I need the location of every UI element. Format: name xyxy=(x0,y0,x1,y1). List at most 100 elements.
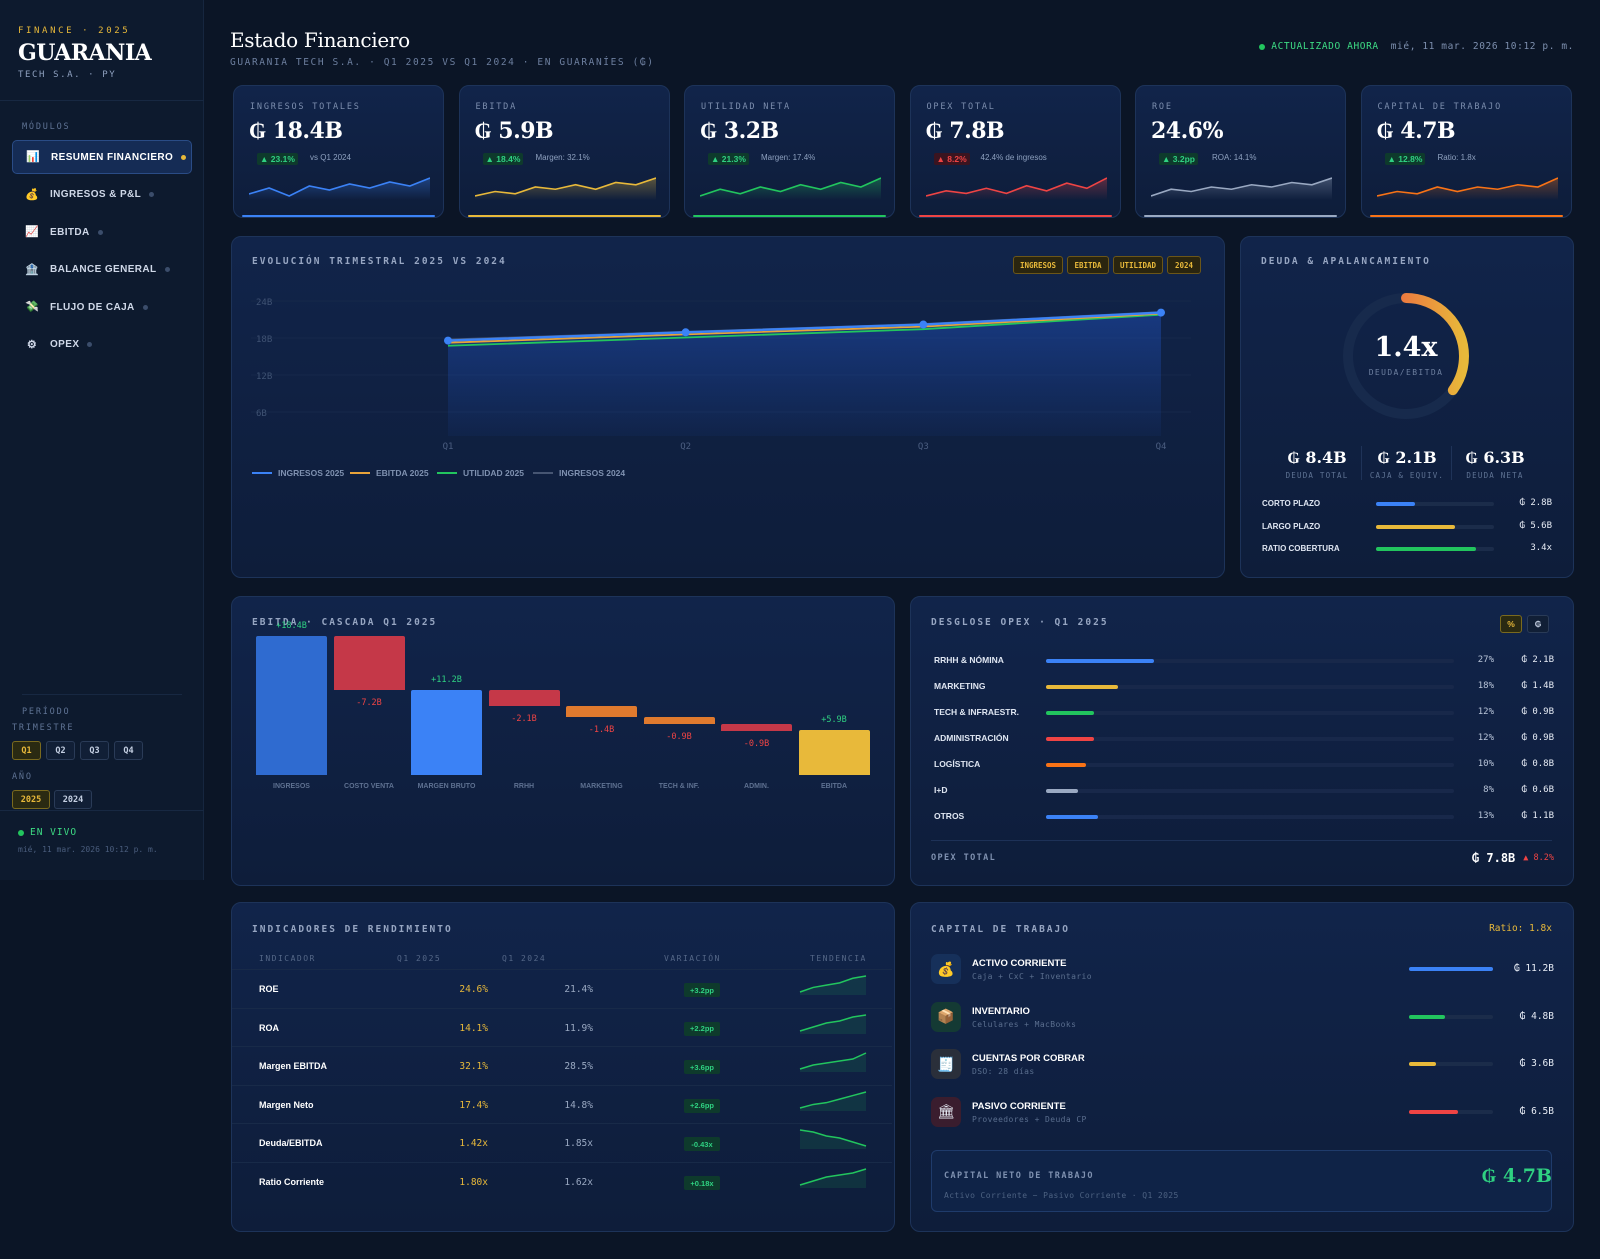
trend-area xyxy=(800,1014,866,1034)
quarter-pill-q4[interactable]: Q4 xyxy=(114,741,143,760)
stat-divider xyxy=(1361,446,1362,480)
x-tick-label: Q3 xyxy=(918,442,929,452)
kpi-note: ROA: 14.1% xyxy=(1212,153,1257,162)
brand-name: GUARANIA xyxy=(18,40,152,66)
waterfall-bar-tech-inf[interactable] xyxy=(643,716,715,724)
legend-label: UTILIDAD 2025 xyxy=(463,468,524,478)
y-tick-label: 24B xyxy=(256,298,272,308)
toggle-percent[interactable]: % xyxy=(1500,615,1522,633)
data-point[interactable] xyxy=(1157,308,1165,317)
wc-row-amount: ₲ 4.8B xyxy=(1519,1010,1554,1022)
chart-tag-ebitda[interactable]: EBITDA xyxy=(1067,256,1109,274)
quarter-pill-q2[interactable]: Q2 xyxy=(46,741,75,760)
kpi-card-roe[interactable]: ROE 24.6% ▲ 3.2pp ROA: 14.1% xyxy=(1135,85,1346,218)
waterfall-bar-costo-venta[interactable] xyxy=(333,636,405,691)
kpi-change-badge: ▲ 8.2% xyxy=(933,153,970,165)
sidebar-item-resumen-financiero[interactable]: 📊 RESUMEN FINANCIERO xyxy=(12,140,192,174)
waterfall-bar-ebitda[interactable] xyxy=(798,730,870,775)
kpi-accent-bar xyxy=(693,215,886,217)
opex-row-amount: ₲ 1.4B xyxy=(1521,681,1554,691)
waterfall-label: RRHH xyxy=(513,783,535,790)
chart-tag-utilidad[interactable]: UTILIDAD xyxy=(1113,256,1163,274)
nav-dot xyxy=(97,229,103,235)
debt-row-label: CORTO PLAZO xyxy=(1262,499,1321,508)
debt-row-fill xyxy=(1376,547,1477,551)
waterfall-value: +5.9B xyxy=(821,715,847,726)
kpi-card-capital-de-trabajo[interactable]: CAPITAL DE TRABAJO ₲ 4.7B ▲ 12.8% Ratio: 1.… xyxy=(1360,85,1572,218)
kpi-sparkline xyxy=(249,177,430,200)
kpi-label: EBITDA xyxy=(475,102,518,112)
opex-row-track xyxy=(1046,659,1454,663)
kpi-change-badge: ▲ 18.4% xyxy=(482,153,524,165)
kpi-card-ebitda[interactable]: EBITDA ₲ 5.9B ▲ 18.4% Margen: 32.1% xyxy=(458,85,670,218)
wc-row-track xyxy=(1409,1062,1493,1066)
working-capital-ratio: Ratio: 1.8x xyxy=(1489,923,1552,934)
data-point[interactable] xyxy=(444,336,452,345)
kpi-value: 24.6% xyxy=(1151,118,1224,144)
x-tick-label: Q4 xyxy=(1156,442,1167,452)
sidebar-item-ebitda[interactable]: 📈 EBITDA xyxy=(12,215,192,249)
sparkline-line xyxy=(700,177,881,197)
wc-row-sub: Proveedores + Deuda CP xyxy=(972,1114,1087,1124)
indicator-q1-2025: 1.80x xyxy=(459,1177,488,1188)
wc-row-name: PASIVO CORRIENTE xyxy=(972,1100,1066,1112)
indicator-trend-sparkline xyxy=(799,1091,867,1111)
chart-tag-ingresos[interactable]: INGRESOS xyxy=(1013,256,1063,274)
quarter-pill-q1[interactable]: Q1 xyxy=(12,741,41,760)
year-pill-2025[interactable]: 2025 xyxy=(12,790,50,809)
kpi-note: vs Q1 2024 xyxy=(310,153,351,162)
sparkline-area xyxy=(1376,178,1558,200)
live-dot xyxy=(18,829,24,836)
chart-tag-2024[interactable]: 2024 xyxy=(1167,256,1201,274)
data-point[interactable] xyxy=(681,328,690,337)
net-working-capital-label: CAPITAL NETO DE TRABAJO xyxy=(944,1171,1094,1181)
indicators-title: INDICADORES DE RENDIMIENTO xyxy=(252,924,453,935)
row-divider xyxy=(232,1123,892,1125)
debt-card xyxy=(1240,236,1574,578)
sidebar-item-balance-general[interactable]: 🏦 BALANCE GENERAL xyxy=(12,253,192,287)
sidebar-item-label: FLUJO DE CAJA xyxy=(50,301,135,313)
opex-total: ₲ 7.8B ▲ 8.2% xyxy=(1472,851,1554,865)
waterfall-bar-marketing[interactable] xyxy=(566,706,637,717)
kpi-card-opex-total[interactable]: OPEX TOTAL ₲ 7.8B ▲ 8.2% 42.4% de ingresos xyxy=(909,85,1121,218)
toggle-currency[interactable]: ₲ xyxy=(1527,615,1549,633)
sidebar-item-opex[interactable]: ⚙ OPEX xyxy=(12,328,192,362)
kpi-accent-bar xyxy=(1369,215,1563,217)
indicator-name: ROA xyxy=(259,1022,279,1033)
kpi-card-utilidad-neta[interactable]: UTILIDAD NETA ₲ 3.2B ▲ 21.3% Margen: 17.4% xyxy=(684,85,895,218)
sidebar-divider xyxy=(0,810,204,811)
row-divider xyxy=(232,1046,892,1048)
waterfall-value: -0.9B xyxy=(743,738,770,749)
indicator-q1-2024: 1.85x xyxy=(564,1138,593,1150)
waterfall-bar-rrhh[interactable] xyxy=(488,690,560,707)
sidebar-item-ingresos-p-l[interactable]: 💰 INGRESOS & P&L xyxy=(12,178,192,212)
waterfall-bar-ingresos[interactable] xyxy=(256,636,327,775)
kpi-value: ₲ 3.2B xyxy=(700,118,779,144)
kpi-sparkline xyxy=(1151,177,1332,200)
kpi-value: ₲ 5.9B xyxy=(474,118,554,144)
opex-row-amount: ₲ 1.1B xyxy=(1521,811,1554,821)
waterfall-bar-margen-bruto[interactable] xyxy=(411,690,482,775)
kpi-accent-bar xyxy=(467,215,661,217)
money-bag-icon: 💰 xyxy=(25,188,40,201)
wc-row-name: CUENTAS POR COBRAR xyxy=(972,1053,1085,1064)
live-time: mié, 11 mar. 2026 10:12 p. m. xyxy=(18,845,158,854)
wc-row-fill xyxy=(1409,967,1493,971)
opex-row-fill xyxy=(1046,763,1087,767)
waterfall-bar-admin[interactable] xyxy=(721,723,792,731)
kpi-accent-bar xyxy=(918,215,1112,217)
sidebar-item-flujo-de-caja[interactable]: 💸 FLUJO DE CAJA xyxy=(12,290,192,324)
kpi-label: UTILIDAD NETA xyxy=(701,102,791,112)
wc-row-track xyxy=(1409,967,1493,971)
opex-row-amount: ₲ 0.8B xyxy=(1521,759,1554,769)
quarter-pill-q3[interactable]: Q3 xyxy=(80,741,109,760)
kpi-card-ingresos-totales[interactable]: INGRESOS TOTALES ₲ 18.4B ▲ 23.1% vs Q1 2024 xyxy=(233,85,444,218)
opex-total-label: OPEX TOTAL xyxy=(931,853,997,863)
debt-row-fill xyxy=(1376,524,1456,529)
brand-kicker: FINANCE · 2025 xyxy=(18,26,131,36)
waterfall-value: +18.4B xyxy=(276,621,307,632)
kpi-change-badge: ▲ 3.2pp xyxy=(1159,153,1198,165)
trend-line xyxy=(799,1013,867,1032)
data-point[interactable] xyxy=(919,320,928,329)
year-pill-2024[interactable]: 2024 xyxy=(54,790,92,809)
